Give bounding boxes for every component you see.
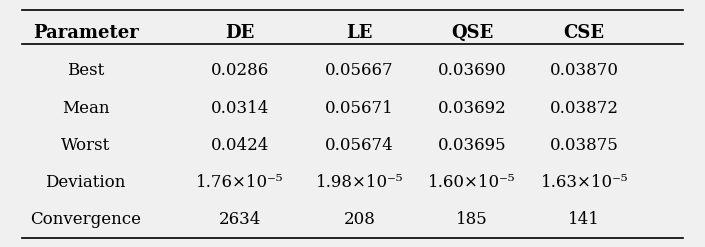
Text: 1.98×10⁻⁵: 1.98×10⁻⁵ xyxy=(316,174,403,191)
Text: 0.03690: 0.03690 xyxy=(438,62,506,80)
Text: LE: LE xyxy=(346,24,373,42)
Text: 0.05674: 0.05674 xyxy=(325,137,394,154)
Text: 208: 208 xyxy=(343,211,376,228)
Text: 0.0314: 0.0314 xyxy=(211,100,269,117)
Text: 0.03875: 0.03875 xyxy=(550,137,619,154)
Text: 0.0286: 0.0286 xyxy=(211,62,269,80)
Text: 1.60×10⁻⁵: 1.60×10⁻⁵ xyxy=(428,174,515,191)
Text: Worst: Worst xyxy=(61,137,110,154)
Text: CSE: CSE xyxy=(564,24,605,42)
Text: 0.03692: 0.03692 xyxy=(438,100,506,117)
Text: 0.05667: 0.05667 xyxy=(325,62,394,80)
Text: 185: 185 xyxy=(456,211,488,228)
Text: Convergence: Convergence xyxy=(30,211,141,228)
Text: 141: 141 xyxy=(568,211,600,228)
Text: DE: DE xyxy=(226,24,255,42)
Text: 0.03872: 0.03872 xyxy=(550,100,619,117)
Text: QSE: QSE xyxy=(450,24,493,42)
Text: 0.05671: 0.05671 xyxy=(325,100,394,117)
Text: Parameter: Parameter xyxy=(32,24,138,42)
Text: Deviation: Deviation xyxy=(45,174,126,191)
Text: 0.0424: 0.0424 xyxy=(211,137,269,154)
Text: 2634: 2634 xyxy=(219,211,262,228)
Text: 1.76×10⁻⁵: 1.76×10⁻⁵ xyxy=(197,174,284,191)
Text: Best: Best xyxy=(67,62,104,80)
Text: 1.63×10⁻⁵: 1.63×10⁻⁵ xyxy=(541,174,628,191)
Text: 0.03870: 0.03870 xyxy=(550,62,619,80)
Text: 0.03695: 0.03695 xyxy=(438,137,506,154)
Text: Mean: Mean xyxy=(62,100,109,117)
